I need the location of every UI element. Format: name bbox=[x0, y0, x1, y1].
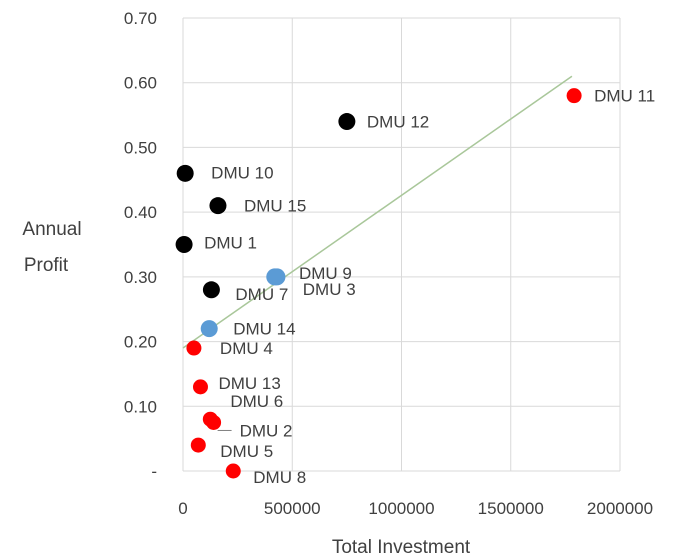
label-dmu-12: DMU 12 bbox=[367, 113, 429, 132]
trendline-group bbox=[182, 75, 573, 349]
trendline bbox=[182, 75, 573, 349]
x-axis-title: Total Investment bbox=[332, 537, 471, 558]
label-dmu-13: DMU 13 bbox=[218, 374, 280, 393]
data-points bbox=[175, 88, 582, 479]
x-tick-label: 2000000 bbox=[587, 499, 653, 518]
label-dmu-5: DMU 5 bbox=[220, 442, 273, 461]
label-dmu-4: DMU 4 bbox=[220, 339, 273, 358]
point-dmu-8 bbox=[225, 463, 241, 479]
y-tick-label: - bbox=[151, 462, 157, 481]
y-tick-label: 0.70 bbox=[124, 9, 157, 28]
y-axis-title-line-2: Profit bbox=[24, 255, 69, 276]
x-tick-label: 0 bbox=[178, 499, 187, 518]
point-dmu-11 bbox=[566, 88, 582, 104]
label-dmu-7: DMU 7 bbox=[235, 285, 288, 304]
axis-ticks: - 0.10 0.20 0.30 0.40 0.50 0.60 0.70 0 500000 1000… bbox=[124, 9, 653, 518]
y-tick-label: 0.50 bbox=[124, 138, 157, 157]
point-dmu-9 bbox=[268, 268, 286, 286]
label-dmu-9: DMU 9 bbox=[299, 264, 352, 283]
point-dmu-1 bbox=[175, 236, 193, 253]
y-tick-label: 0.20 bbox=[124, 333, 157, 352]
point-dmu-14 bbox=[200, 320, 218, 338]
point-dmu-7 bbox=[202, 281, 220, 299]
y-tick-label: 0.30 bbox=[124, 268, 157, 287]
label-dmu-15: DMU 15 bbox=[244, 197, 306, 216]
x-tick-label: 500000 bbox=[264, 499, 321, 518]
x-tick-label: 1500000 bbox=[478, 499, 544, 518]
label-dmu-8: DMU 8 bbox=[253, 468, 306, 487]
point-dmu-4 bbox=[186, 340, 202, 356]
label-dmu-6: DMU 6 bbox=[230, 392, 283, 411]
point-dmu-6 bbox=[202, 411, 218, 427]
point-dmu-10 bbox=[176, 164, 194, 182]
y-axis-title-line-1: Annual bbox=[22, 219, 81, 240]
y-tick-label: 0.40 bbox=[124, 203, 157, 222]
point-dmu-13 bbox=[192, 379, 208, 395]
label-dmu-3: DMU 3 bbox=[303, 280, 356, 299]
point-dmu-5 bbox=[190, 437, 206, 453]
point-labels: DMU 1 DMU 2 DMU 3 DMU 4 DMU 5 DMU 6 DMU 7 DMU 8… bbox=[204, 87, 655, 487]
point-dmu-12 bbox=[338, 113, 356, 131]
label-dmu-10: DMU 10 bbox=[211, 163, 273, 182]
label-dmu-1: DMU 1 bbox=[204, 234, 257, 253]
label-dmu-11: DMU 11 bbox=[594, 87, 655, 106]
point-dmu-15 bbox=[209, 197, 227, 215]
y-tick-label: 0.10 bbox=[124, 397, 157, 416]
label-dmu-2: DMU 2 bbox=[240, 421, 293, 440]
x-tick-label: 1000000 bbox=[368, 499, 434, 518]
y-tick-label: 0.60 bbox=[124, 74, 157, 93]
grid bbox=[182, 17, 621, 472]
label-dmu-14: DMU 14 bbox=[233, 320, 295, 339]
